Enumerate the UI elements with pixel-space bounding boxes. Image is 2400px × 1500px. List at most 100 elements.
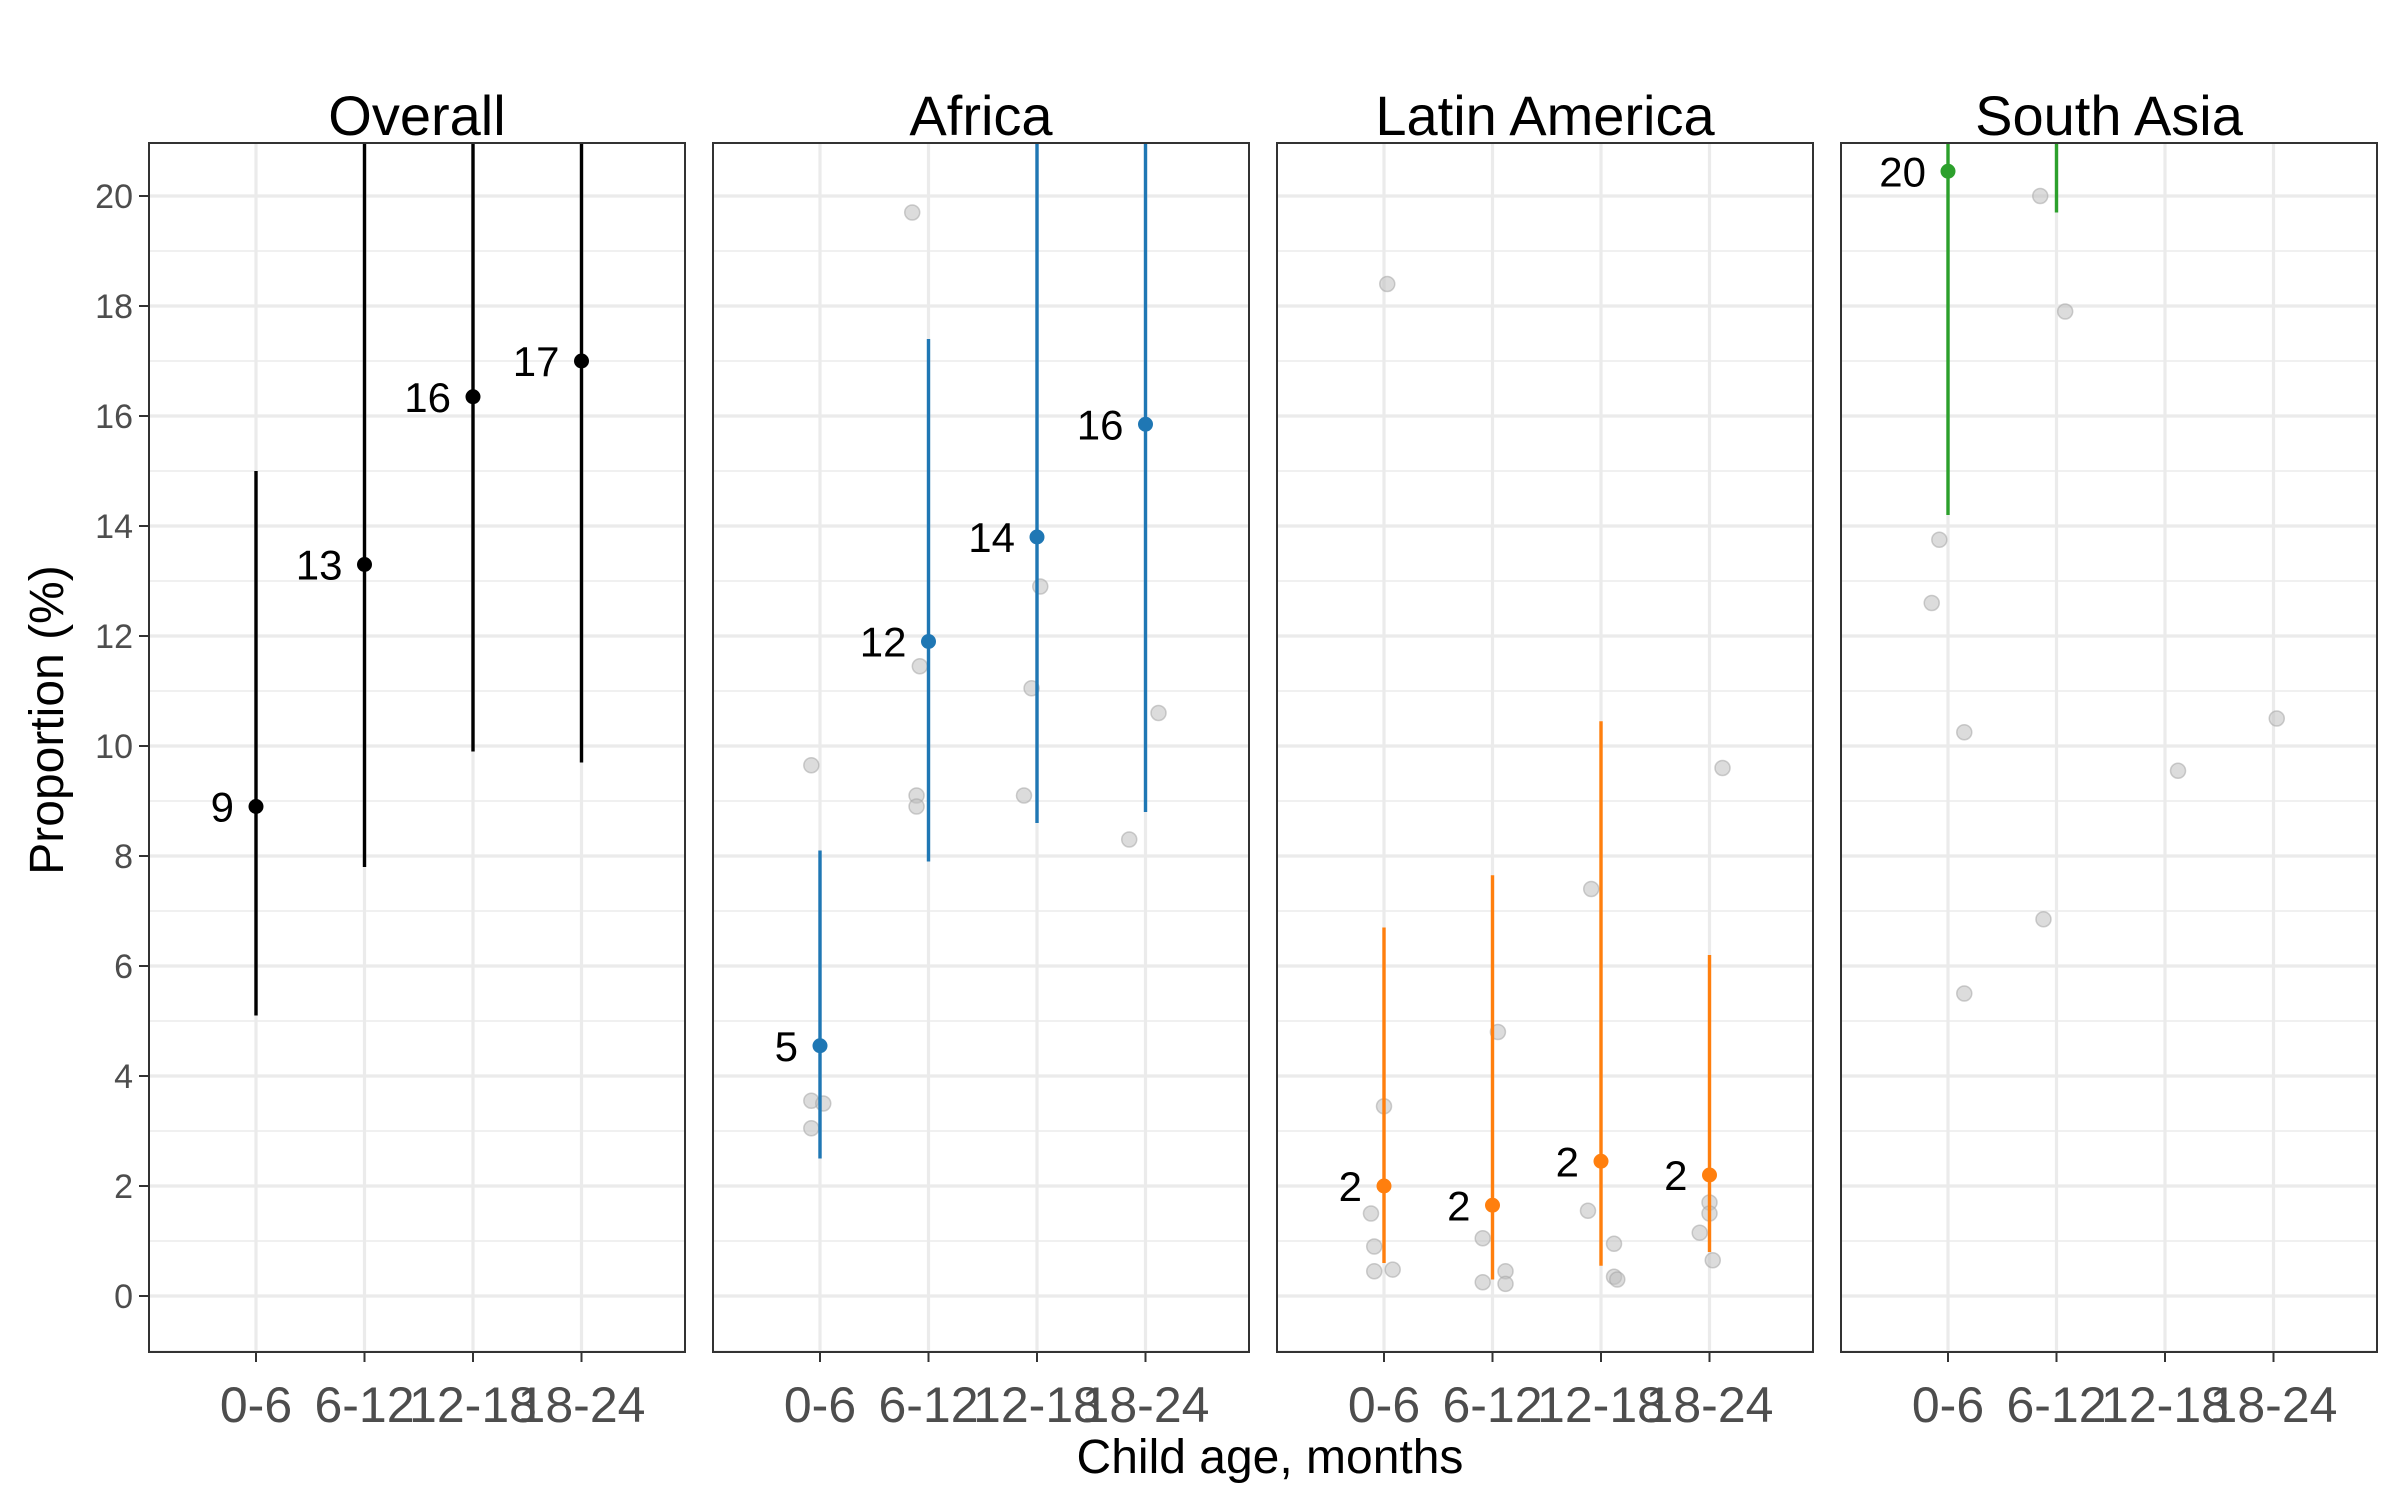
estimate-point <box>1940 163 1956 179</box>
estimate-point <box>1593 1153 1609 1169</box>
study-point <box>1956 985 1973 1002</box>
study-point <box>1923 594 1940 612</box>
study-point <box>1582 880 1600 898</box>
study-point <box>1474 1230 1491 1247</box>
study-point <box>1032 578 1049 595</box>
panel-border <box>712 142 1250 1353</box>
estimate-label: 9 <box>211 784 234 831</box>
study-point <box>1497 1275 1514 1293</box>
study-point <box>803 1120 820 1137</box>
panel-border <box>1276 142 1814 1353</box>
y-tick-label: 16 <box>95 398 133 436</box>
estimate-label: 16 <box>404 374 451 421</box>
panel-content <box>1923 143 2286 1002</box>
study-point <box>1365 1263 1383 1280</box>
estimate-point <box>812 1038 828 1054</box>
y-tick-label: 20 <box>95 178 133 216</box>
study-point <box>1691 1224 1708 1241</box>
study-point <box>2056 303 2074 320</box>
estimate-label: 2 <box>1447 1182 1470 1229</box>
x-axis-title: Child age, months <box>1077 1431 1464 1484</box>
estimate-point <box>921 634 936 649</box>
x-tick-label: 18-24 <box>2210 1377 2338 1433</box>
estimate-label: 13 <box>296 542 343 589</box>
y-tick-label: 6 <box>114 948 133 986</box>
x-tick-label: 6-12 <box>314 1377 414 1433</box>
panel-border <box>1840 142 2378 1353</box>
x-tick-label: 12-18 <box>409 1377 537 1433</box>
estimate-point <box>1702 1167 1717 1183</box>
study-point <box>911 658 929 675</box>
y-tick-label: 14 <box>95 508 133 546</box>
estimate-point <box>248 799 264 814</box>
study-point <box>1956 724 1973 741</box>
study-point <box>1704 1252 1722 1269</box>
study-point <box>2169 762 2187 779</box>
estimate-point <box>1376 1178 1392 1194</box>
study-point <box>1150 704 1167 722</box>
estimate-label: 14 <box>968 514 1015 561</box>
x-tick-label: 12-18 <box>2101 1377 2229 1433</box>
study-point <box>1714 759 1731 777</box>
y-tick-label: 4 <box>114 1058 133 1096</box>
x-tick-label: 6-12 <box>1442 1377 1542 1433</box>
estimate-label: 20 <box>1879 148 1926 195</box>
estimate-label: 17 <box>513 338 560 385</box>
panel-grid <box>713 143 1249 1352</box>
x-tick-label: 0-6 <box>1348 1377 1420 1433</box>
study-point <box>1605 1235 1623 1252</box>
study-point <box>815 1095 832 1112</box>
study-point <box>1609 1271 1626 1288</box>
y-tick-label: 18 <box>95 288 133 326</box>
panel-title: Africa <box>909 84 1053 147</box>
study-point <box>1365 1238 1383 1255</box>
panel-title: Latin America <box>1375 84 1715 147</box>
study-point <box>1120 831 1138 848</box>
x-tick-label: 12-18 <box>973 1377 1101 1433</box>
panel-grid <box>149 143 685 1352</box>
study-point <box>1931 531 1948 548</box>
y-tick-label: 12 <box>95 618 133 656</box>
study-point <box>1362 1205 1380 1222</box>
estimate-point <box>1138 416 1153 432</box>
estimate-label: 2 <box>1556 1138 1579 1185</box>
study-point <box>1579 1202 1597 1219</box>
panel-content <box>1362 275 1731 1293</box>
panel-title: Overall <box>328 84 505 147</box>
study-point <box>1384 1261 1401 1278</box>
study-point <box>2031 187 2049 205</box>
estimate-point <box>1029 529 1045 545</box>
estimate-point <box>1485 1197 1500 1213</box>
panel-content <box>803 143 1167 1159</box>
study-point <box>2035 911 2052 928</box>
y-axis-title: Proportion (%) <box>21 565 74 874</box>
x-tick-label: 0-6 <box>220 1377 292 1433</box>
panel-grid <box>1841 143 2377 1352</box>
x-tick-label: 6-12 <box>878 1377 978 1433</box>
panel-border <box>148 142 686 1353</box>
study-point <box>1474 1274 1491 1291</box>
estimate-label: 2 <box>1339 1163 1362 1210</box>
panel-content <box>248 143 589 1016</box>
panel-title: South Asia <box>1975 84 2244 147</box>
estimate-point <box>357 557 372 572</box>
x-tick-label: 18-24 <box>518 1377 646 1433</box>
estimate-point <box>574 353 589 369</box>
x-tick-label: 0-6 <box>784 1377 856 1433</box>
study-point <box>1015 787 1033 804</box>
study-point <box>903 204 921 221</box>
study-point <box>1379 275 1396 293</box>
y-tick-label: 8 <box>114 838 133 876</box>
x-tick-label: 18-24 <box>1082 1377 1210 1433</box>
y-tick-label: 10 <box>95 728 133 766</box>
study-point <box>2268 710 2286 727</box>
x-tick-label: 18-24 <box>1646 1377 1774 1433</box>
y-tick-label: 0 <box>114 1278 133 1316</box>
estimate-label: 5 <box>775 1023 798 1070</box>
